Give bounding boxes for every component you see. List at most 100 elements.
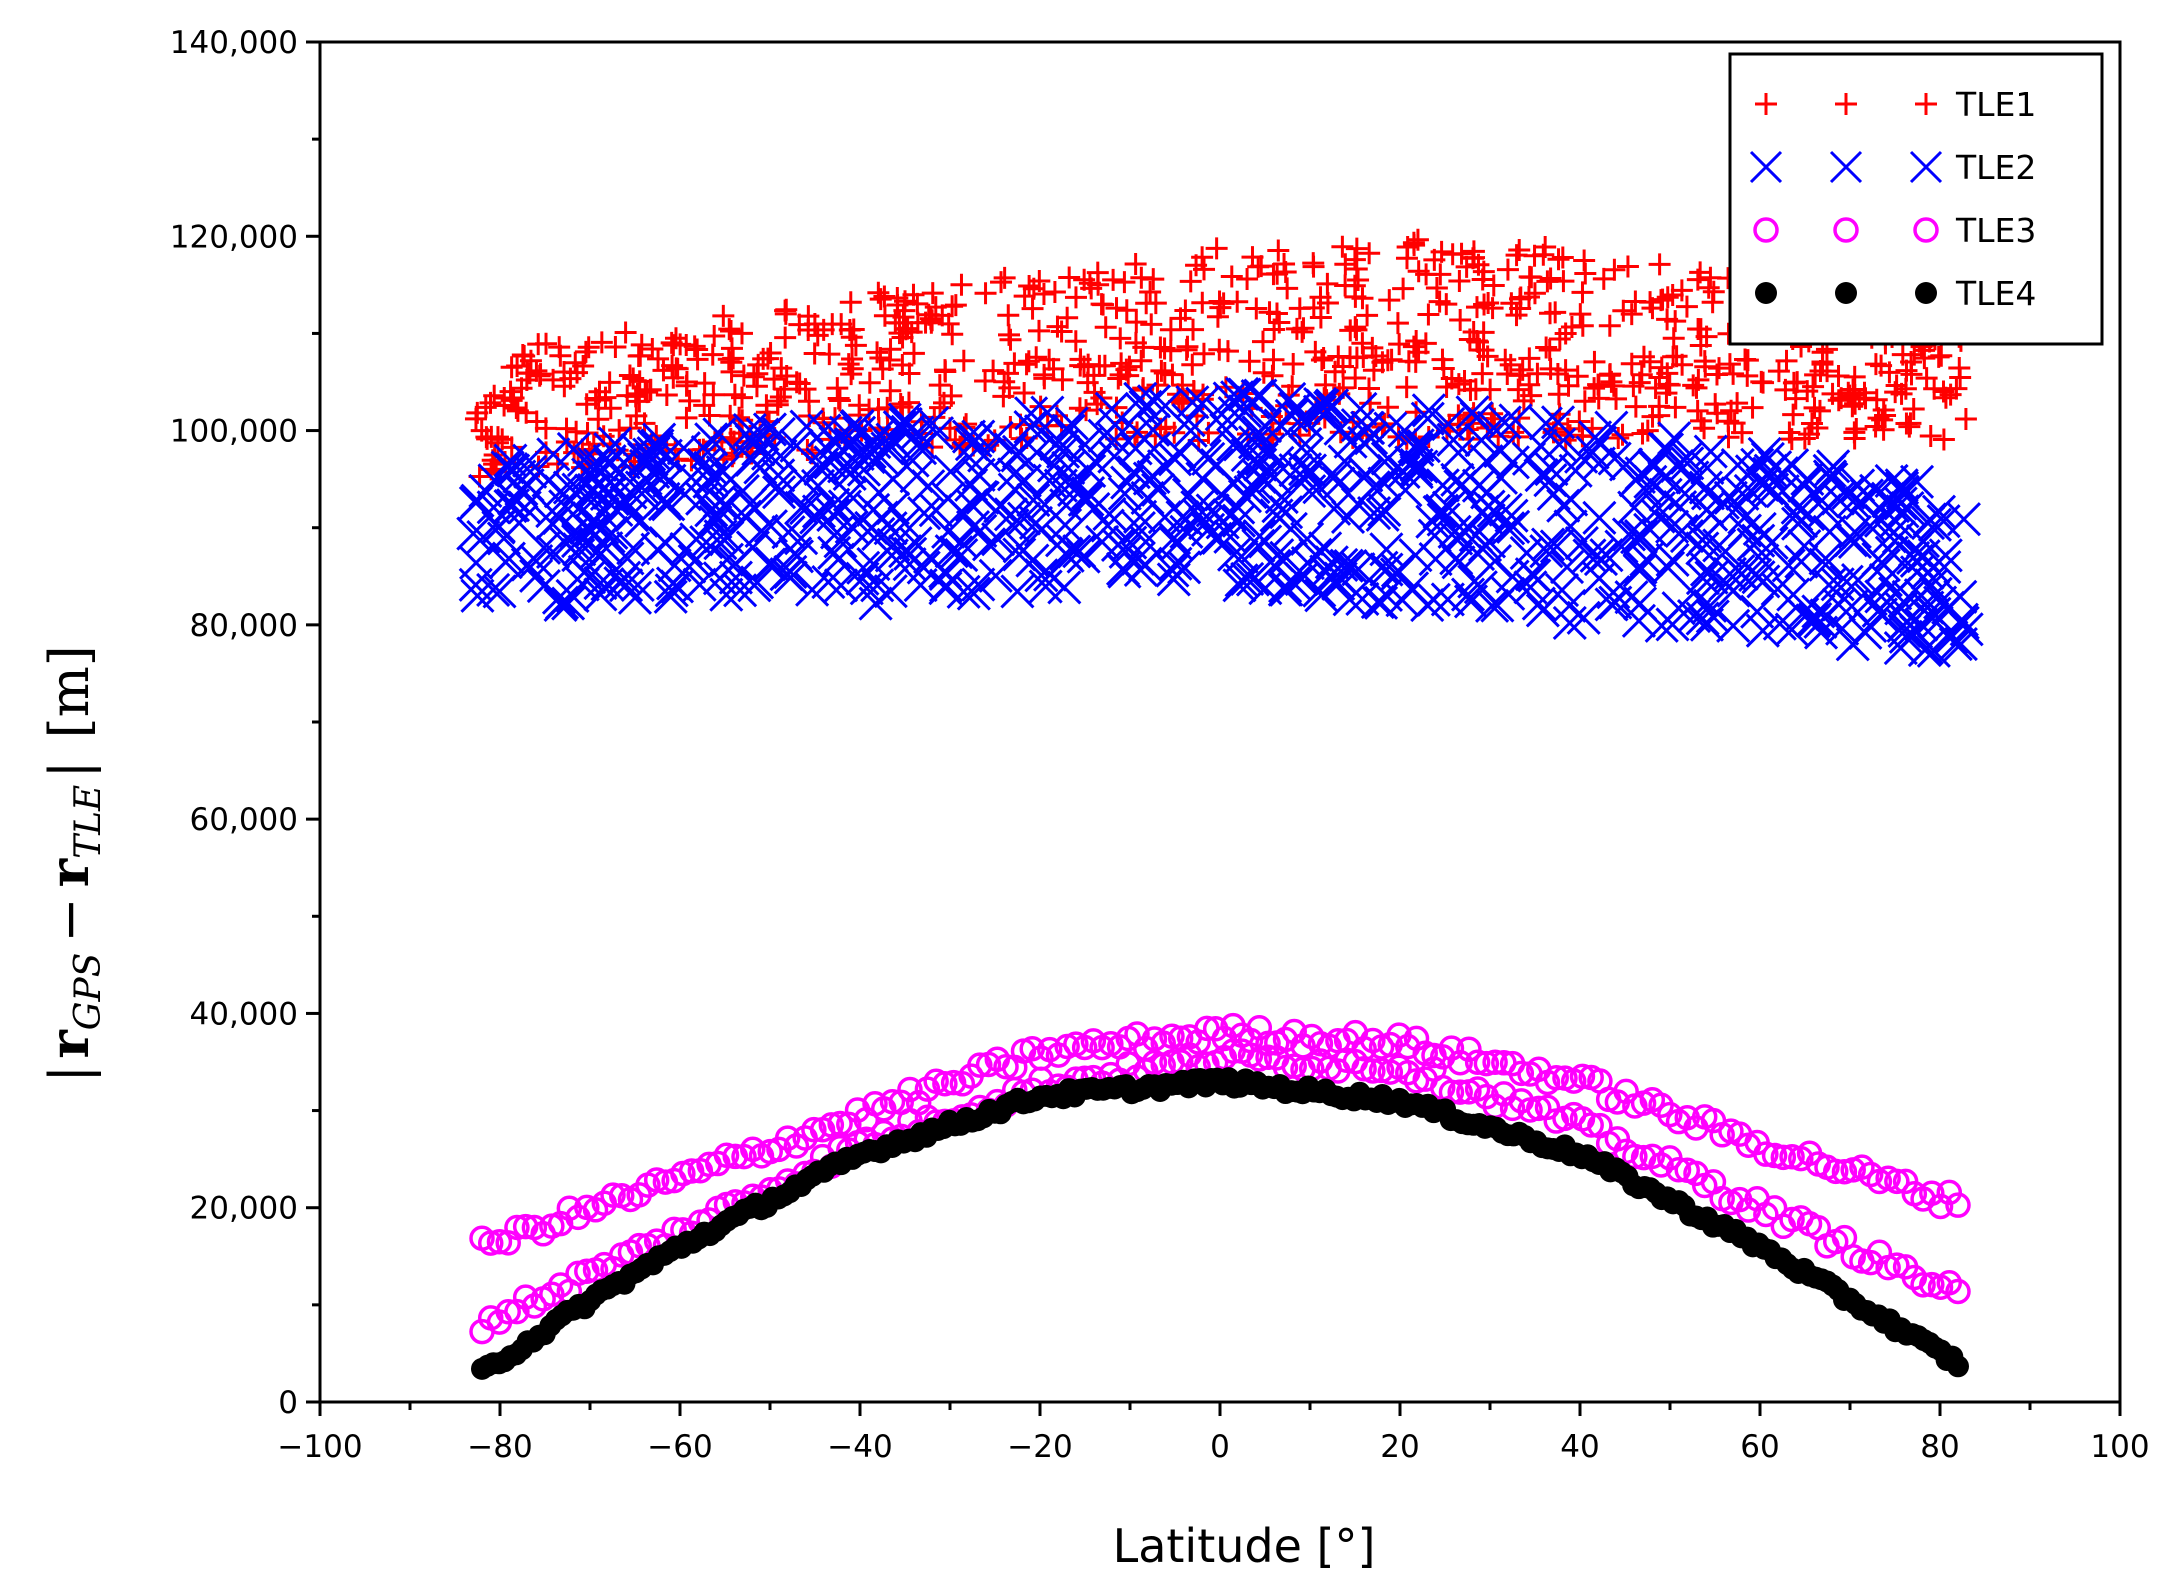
point-tle2 (507, 490, 542, 525)
point-tle1 (1583, 377, 1606, 400)
legend-marker-tle4 (1835, 282, 1857, 304)
point-tle2 (876, 527, 911, 562)
point-tle1 (1670, 279, 1693, 302)
point-tle2 (1801, 594, 1836, 629)
point-tle2 (1530, 527, 1566, 562)
legend-label-tle1: TLE1 (1955, 85, 2036, 124)
point-tle1 (1532, 243, 1555, 266)
point-tle2 (1347, 425, 1382, 460)
point-tle2 (1018, 505, 1054, 541)
point-tle1 (1209, 296, 1232, 319)
point-tle3 (1884, 1168, 1910, 1195)
point-tle1 (1149, 336, 1172, 359)
point-tle2 (1132, 461, 1167, 496)
point-tle1 (1169, 307, 1192, 330)
point-tle1 (1694, 355, 1717, 378)
point-tle1 (1181, 353, 1204, 376)
point-tle1 (1021, 297, 1044, 320)
point-tle1 (839, 291, 862, 314)
point-tle2 (1480, 588, 1515, 623)
point-tle1 (1622, 375, 1645, 398)
point-tle2 (1491, 511, 1526, 546)
point-tle1 (1038, 348, 1061, 371)
point-tle1 (858, 371, 881, 394)
point-tle1 (1109, 327, 1132, 350)
point-tle1 (1388, 333, 1411, 356)
point-tle2 (1332, 582, 1367, 617)
point-tle2 (983, 489, 1018, 524)
point-tle1 (1310, 348, 1333, 371)
point-tle2 (1118, 431, 1153, 466)
legend-marker-tle4 (1915, 282, 1937, 304)
point-tle2 (1513, 570, 1548, 605)
point-tle2 (1002, 529, 1037, 564)
point-tle2 (1157, 442, 1193, 477)
point-tle1 (1932, 428, 1955, 451)
point-tle1 (1736, 364, 1759, 387)
point-tle1 (1386, 312, 1409, 335)
point-tle3 (1578, 1112, 1604, 1138)
point-tle1 (712, 304, 735, 327)
point-tle2 (1814, 461, 1849, 497)
point-tle3 (1185, 1029, 1211, 1055)
x-axis-title: Latitude [°] (1113, 1519, 1376, 1573)
point-tle1 (1573, 390, 1596, 413)
x-tick-label: −40 (827, 1429, 892, 1465)
point-tle2 (732, 412, 767, 448)
x-tick-label: −80 (467, 1429, 532, 1465)
point-tle1 (1331, 235, 1354, 258)
point-tle1 (879, 379, 902, 402)
point-tle2 (1487, 405, 1522, 440)
point-tle1 (1226, 290, 1249, 313)
point-tle1 (1689, 261, 1712, 284)
point-tle1 (1494, 348, 1517, 371)
point-tle1 (1430, 240, 1453, 263)
legend-marker-tle1 (1915, 93, 1937, 115)
point-tle2 (1329, 548, 1364, 583)
point-tle1 (1913, 347, 1936, 370)
point-tle1 (1220, 265, 1243, 288)
point-tle2 (1909, 631, 1944, 666)
point-tle2 (1440, 462, 1475, 497)
point-tle3 (932, 1071, 958, 1097)
point-tle1 (1182, 318, 1205, 341)
point-tle2 (870, 431, 905, 466)
point-tle1 (1482, 274, 1505, 297)
x-tick-label: 60 (1740, 1429, 1779, 1465)
point-tle1 (842, 318, 865, 341)
point-tle1 (718, 318, 741, 341)
y-axis-title-minus: − (38, 897, 101, 942)
point-tle2 (571, 560, 607, 595)
point-tle1 (1258, 301, 1281, 324)
point-tle1 (1554, 322, 1577, 345)
point-tle1 (1902, 397, 1925, 420)
point-tle3 (1368, 1057, 1395, 1084)
point-tle2 (1188, 506, 1223, 541)
point-tle2 (1754, 525, 1789, 560)
legend: TLE1 TLE2 TLE3 TLE4 (1728, 52, 2104, 346)
point-tle1 (878, 349, 901, 372)
point-tle1 (763, 368, 786, 391)
point-tle1 (840, 363, 863, 386)
point-tle2 (1853, 608, 1888, 643)
point-tle1 (869, 346, 892, 369)
data-layer (456, 228, 1984, 1380)
point-tle2 (1808, 547, 1843, 582)
point-tle2 (1868, 562, 1903, 598)
point-tle2 (817, 535, 852, 570)
y-axis-title-r2: r (37, 858, 101, 887)
y-tick-label: 140,000 (170, 25, 298, 61)
point-tle2 (1617, 490, 1652, 525)
point-tle2 (1890, 491, 1925, 526)
point-tle1 (479, 391, 502, 414)
point-tle1 (1206, 305, 1229, 328)
point-tle2 (761, 475, 797, 510)
point-tle2 (1821, 587, 1856, 622)
point-tle1 (493, 386, 516, 409)
legend-marker-tle3 (1833, 217, 1859, 243)
point-tle2 (1740, 594, 1775, 629)
point-tle3 (783, 1133, 810, 1159)
point-tle2 (811, 564, 846, 600)
point-tle1 (722, 347, 745, 370)
y-axis-title: |rGPS−rTLE|[m] (37, 645, 109, 1083)
